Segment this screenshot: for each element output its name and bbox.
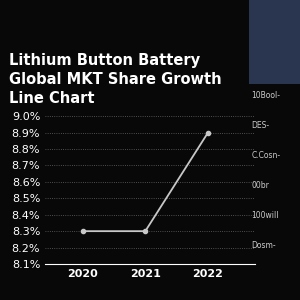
Text: Lithium Button Battery
Global MKT Share Growth
Line Chart: Lithium Button Battery Global MKT Share … [9,53,222,106]
Text: Dosm-: Dosm- [252,242,276,250]
Text: C.Cosn-: C.Cosn- [252,152,281,160]
Text: DES-: DES- [252,122,270,130]
Text: 10Bool-: 10Bool- [252,92,280,100]
Text: 00br: 00br [252,182,269,190]
Text: 100will: 100will [252,212,279,220]
Bar [249,0,300,84]
